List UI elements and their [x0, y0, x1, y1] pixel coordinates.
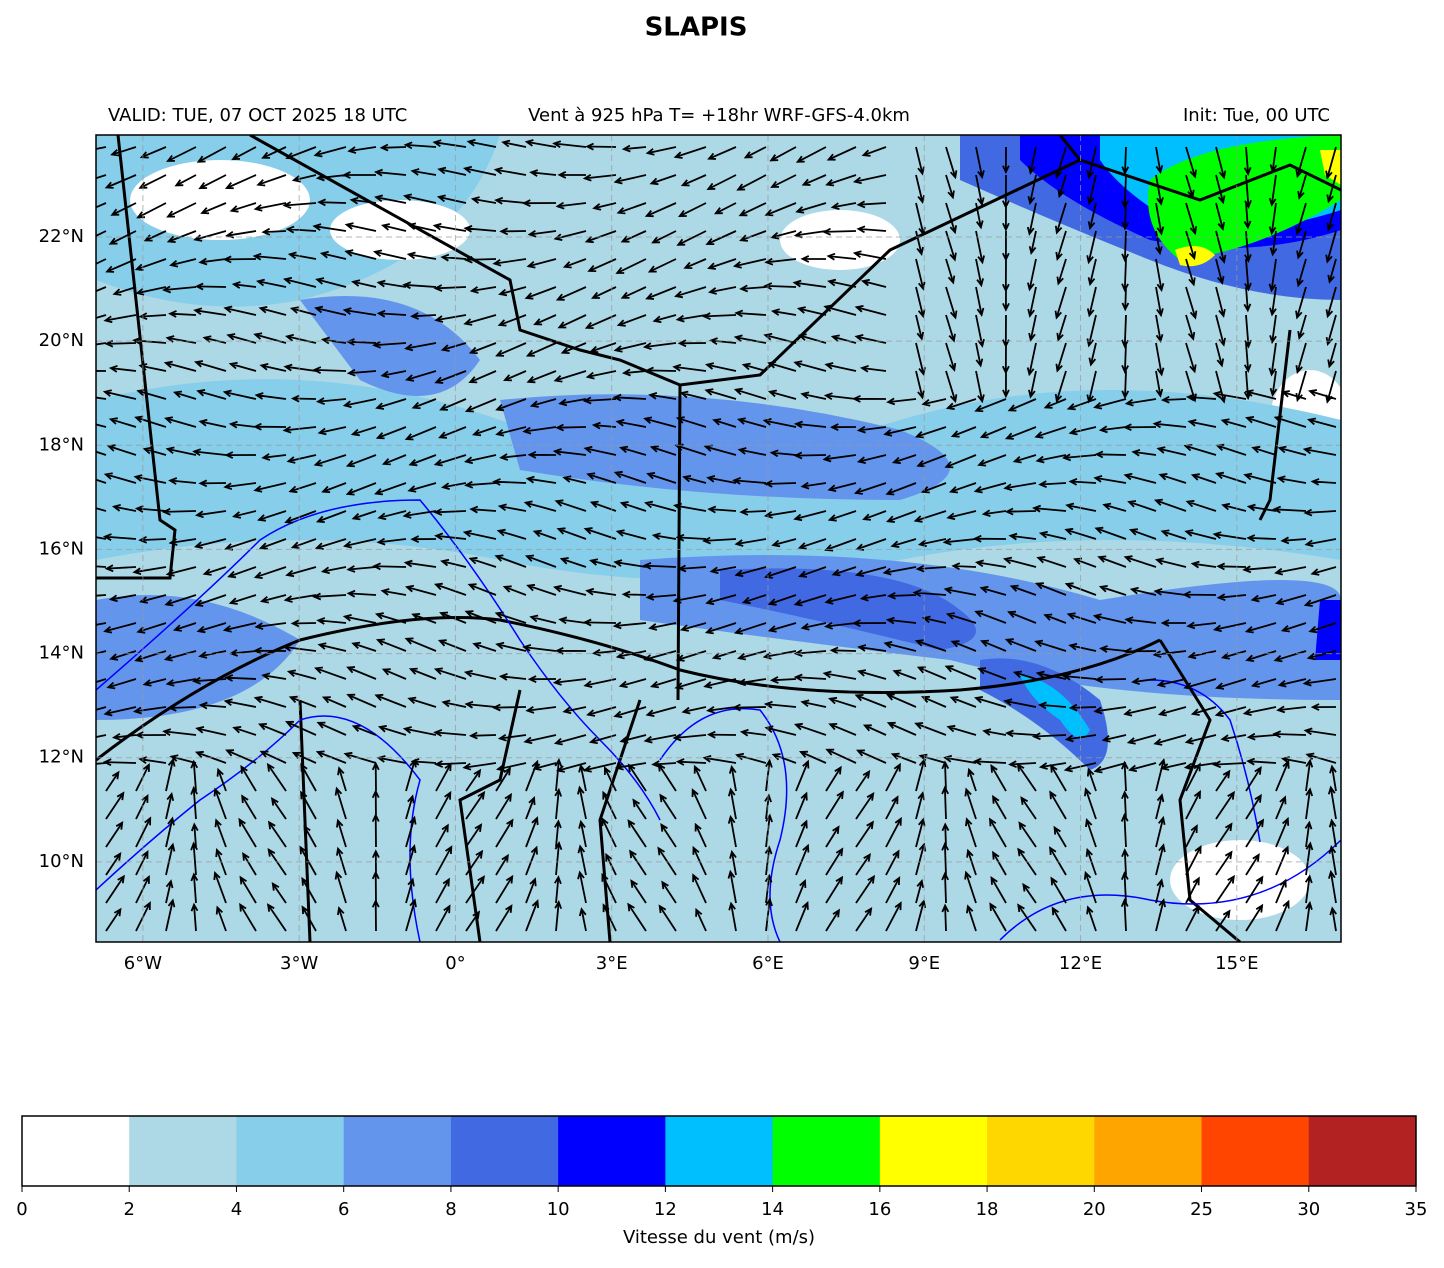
colorbar-bin: [879, 1116, 988, 1186]
colorbar-tick-label: 16: [868, 1199, 891, 1220]
colorbar-tick-label: 10: [547, 1199, 570, 1220]
lat-tick-label: 12°N: [39, 747, 84, 768]
header-right: Init: Tue, 00 UTC: [1183, 105, 1330, 126]
lat-tick-label: 22°N: [39, 226, 84, 247]
lon-tick-label: 12°E: [1059, 953, 1102, 974]
colorbar-bin: [236, 1116, 345, 1186]
colorbar-tick-label: 18: [976, 1199, 999, 1220]
colorbar-bin: [987, 1116, 1095, 1186]
colorbar-bin: [1308, 1116, 1417, 1186]
colorbar-tick-label: 6: [338, 1199, 349, 1220]
lon-tick-label: 3°E: [596, 953, 628, 974]
colorbar: 0 2 4 6 8 10 12 14 16 18 20 25 30 35: [16, 1115, 1428, 1220]
graticule: 6°W 3°W 0° 3°E 6°E 9°E 12°E 15°E 10°N 12°N 14°N 16°…: [39, 135, 1341, 974]
colorbar-tick-label: 35: [1405, 1199, 1428, 1220]
colorbar-tick-label: 12: [654, 1199, 677, 1220]
lon-tick-label: 15°E: [1215, 953, 1258, 974]
wind-arrows: [96, 138, 1338, 932]
colorbar-tick-label: 25: [1190, 1199, 1213, 1220]
lon-tick-label: 6°W: [124, 953, 162, 974]
map-frame: [95, 134, 1342, 943]
colorbar-label: Vitesse du vent (m/s): [623, 1227, 815, 1248]
lat-tick-label: 14°N: [39, 643, 84, 664]
lat-tick-label: 16°N: [39, 538, 84, 559]
colorbar-bin: [450, 1116, 559, 1186]
colorbar-tick-label: 14: [761, 1199, 784, 1220]
colorbar-tick-label: 30: [1297, 1199, 1320, 1220]
header-left: VALID: TUE, 07 OCT 2025 18 UTC: [108, 105, 407, 126]
colorbar-bin: [1094, 1116, 1203, 1186]
lon-tick-label: 6°E: [752, 953, 784, 974]
title: SLAPIS: [645, 13, 748, 43]
lat-tick-label: 10°N: [39, 851, 84, 872]
colorbar-bin: [129, 1116, 237, 1186]
lon-tick-label: 3°W: [280, 953, 318, 974]
colorbar-bin: [558, 1116, 666, 1186]
lat-tick-label: 18°N: [39, 434, 84, 455]
map-field: [96, 135, 1341, 942]
colorbar-bin: [22, 1116, 130, 1186]
colorbar-bin: [343, 1116, 452, 1186]
colorbar-bin: [665, 1116, 774, 1186]
lon-tick-label: 0°: [445, 953, 465, 974]
lat-tick-label: 20°N: [39, 330, 84, 351]
colorbar-tick-label: 0: [16, 1199, 27, 1220]
colorbar-tick-label: 2: [124, 1199, 135, 1220]
colorbar-tick-label: 20: [1083, 1199, 1106, 1220]
colorbar-frame: [21, 1115, 1417, 1187]
colorbar-bin: [1201, 1116, 1310, 1186]
colorbar-tick-label: 8: [445, 1199, 456, 1220]
header-center: Vent à 925 hPa T= +18hr WRF-GFS-4.0km: [528, 105, 910, 126]
colorbar-tick-label: 4: [231, 1199, 242, 1220]
lon-tick-label: 9°E: [908, 953, 940, 974]
wind-arrow-field: [96, 138, 1338, 932]
colorbar-bin: [772, 1116, 881, 1186]
